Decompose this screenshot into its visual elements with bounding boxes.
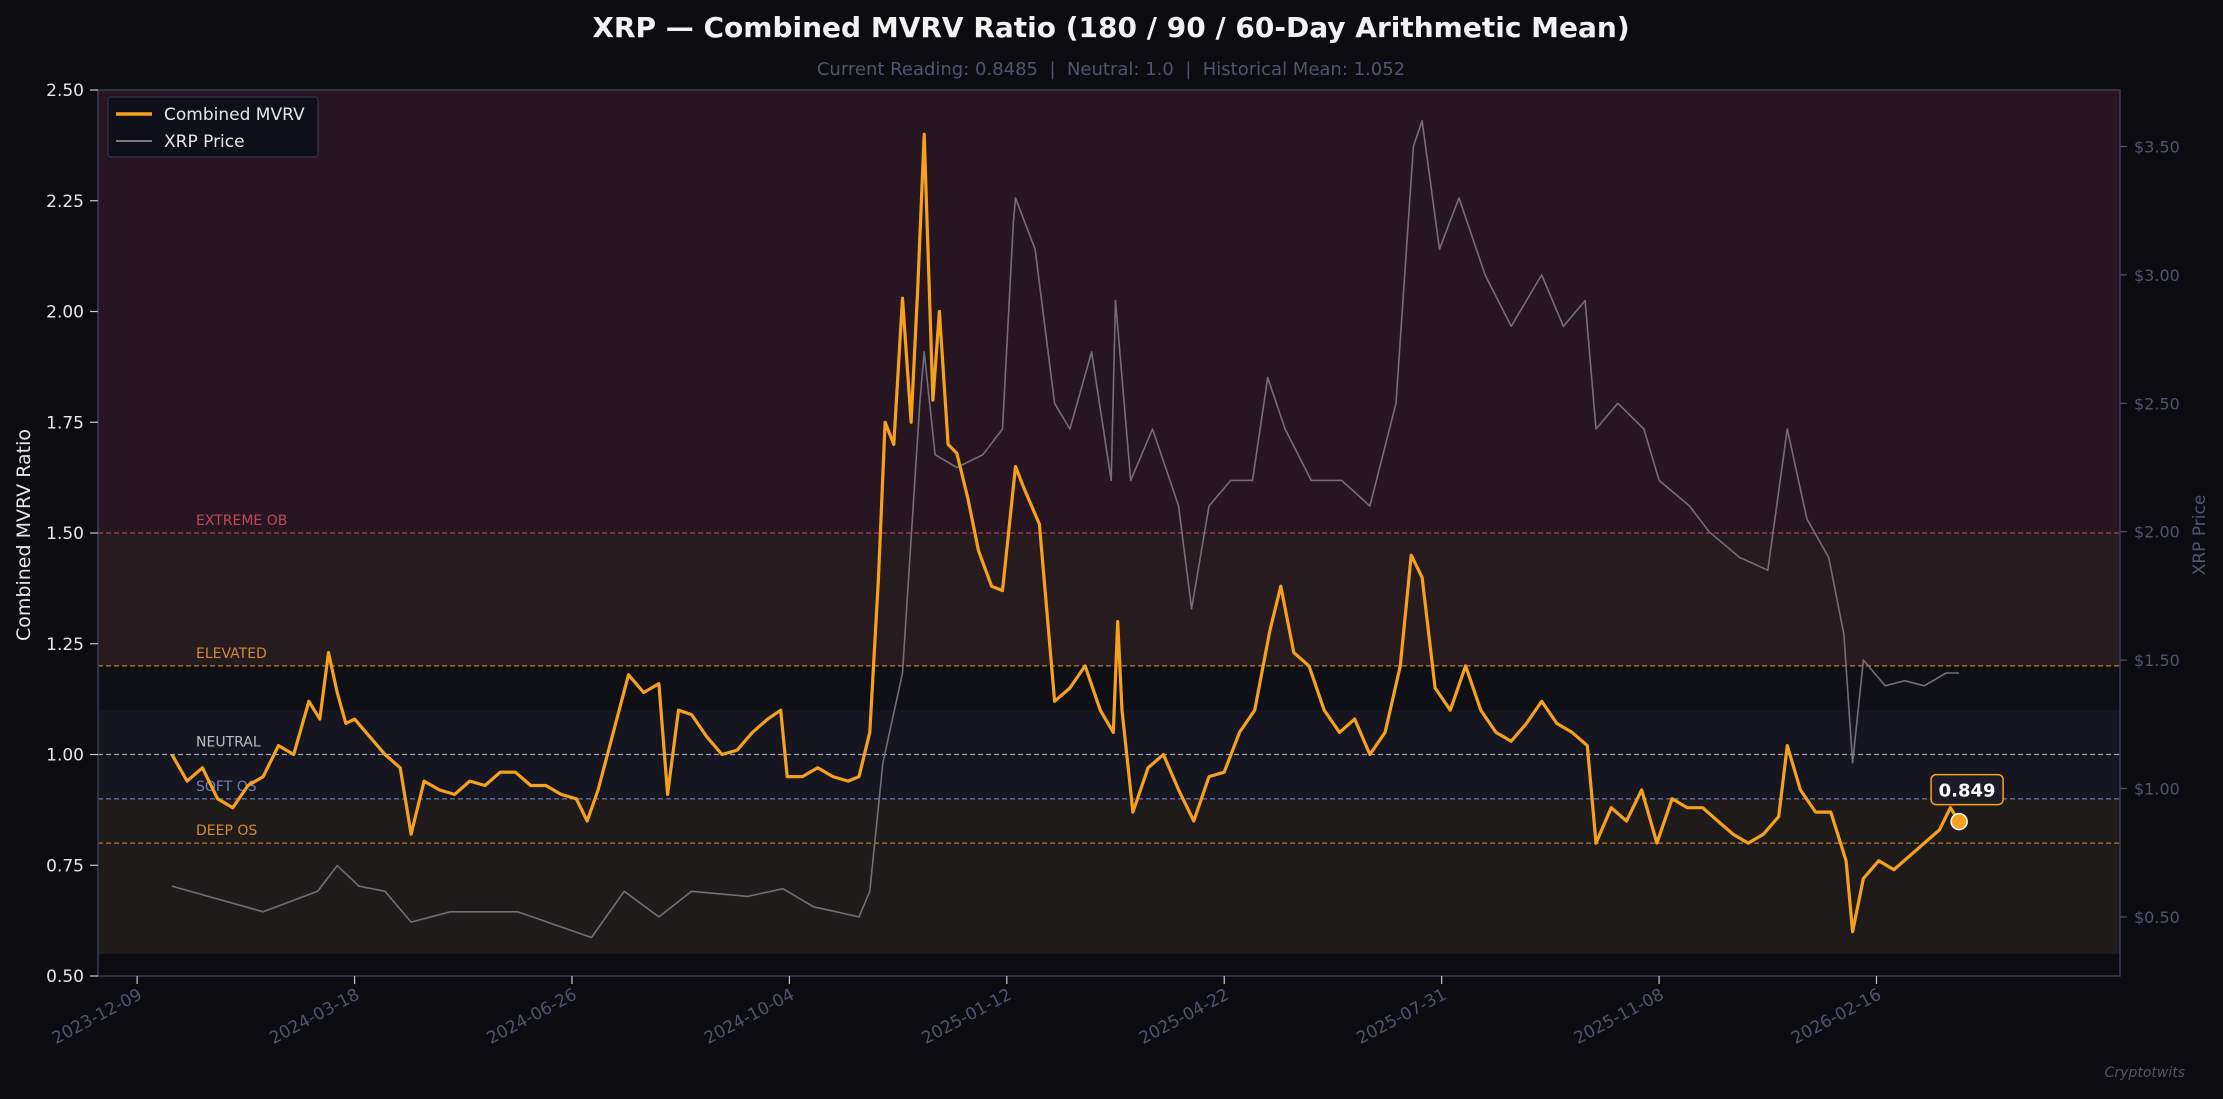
y-tick-label-3: 1.25 [46, 635, 84, 655]
current-reading-marker: 0.849 [1930, 773, 2004, 831]
y-tick-label-6: 2.00 [46, 303, 84, 323]
zone-band-1 [98, 533, 2120, 666]
y-right-tick-label-0: $0.50 [2134, 908, 2180, 927]
y-tick-label-8: 2.50 [46, 81, 84, 101]
zone-bands [98, 90, 2120, 954]
y-tick-label-1: 0.75 [46, 856, 84, 876]
legend-box [107, 96, 319, 158]
zone-band-2 [98, 665, 2120, 711]
y-tick-label-2: 1.00 [46, 746, 84, 766]
chart-title: XRP — Combined MVRV Ratio (180 / 90 / 60… [592, 11, 1629, 44]
reference-label-2: NEUTRAL [196, 735, 261, 751]
y-right-tick-label-3: $2.00 [2134, 523, 2180, 542]
legend-label-xrp-price: XRP Price [164, 132, 245, 152]
y-right-tick-label-1: $1.00 [2134, 780, 2180, 799]
current-reading-badge [1930, 773, 2004, 806]
reference-label-4: DEEP OS [196, 823, 257, 839]
y-right-tick-label-2: $1.50 [2134, 651, 2180, 670]
y-tick-label-4: 1.50 [46, 524, 84, 544]
series-line-1 [171, 120, 1960, 939]
y-tick-label-5: 1.75 [46, 413, 84, 433]
current-reading-dot [1950, 812, 1968, 831]
reference-label-0: EXTREME OB [196, 513, 287, 529]
y-tick-label-7: 2.25 [46, 192, 84, 212]
series-lines [170, 120, 1961, 939]
y-right-tick-label-6: $3.50 [2134, 137, 2180, 156]
y-right-tick-label-5: $3.00 [2134, 266, 2180, 285]
current-reading-badge-text: 0.849 [1939, 781, 1996, 802]
y-axis-label: Combined MVRV Ratio [13, 429, 35, 641]
legend-label-combined-mvrv: Combined MVRV [164, 105, 305, 125]
series-line-0 [170, 132, 1961, 934]
y-right-tick-label-4: $2.50 [2134, 394, 2180, 413]
zone-band-4 [98, 798, 2120, 954]
reference-label-1: ELEVATED [196, 646, 267, 662]
y-axis-right-label: XRP Price [2190, 495, 2210, 576]
watermark: Cryptotwits [2105, 1065, 2185, 1081]
chart-subtitle: Current Reading: 0.8485 | Neutral: 1.0 |… [817, 59, 1405, 80]
legend: Combined MVRV XRP Price [107, 96, 319, 158]
y-tick-label-0: 0.50 [46, 967, 84, 987]
